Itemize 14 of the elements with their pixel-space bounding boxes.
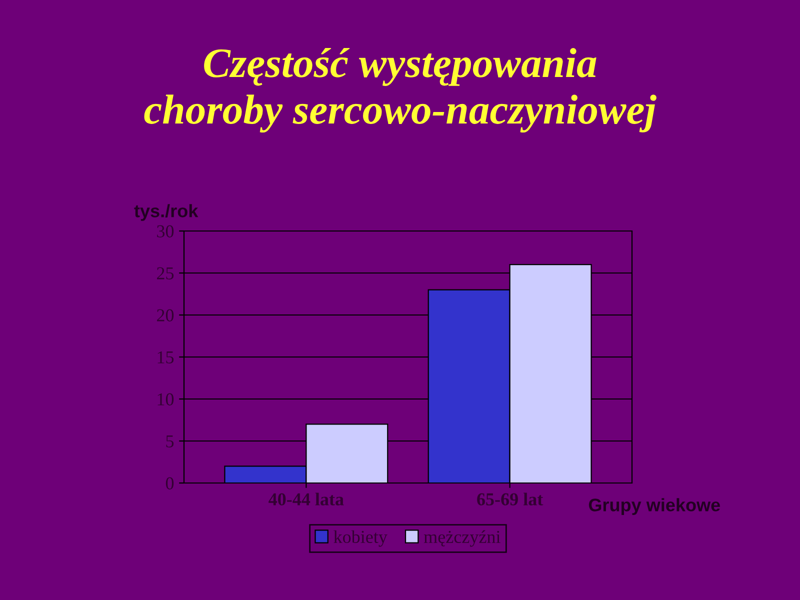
legend-label: mężczyźni (424, 530, 500, 547)
y-tick-label: 30 (157, 225, 174, 238)
legend-label: kobiety (334, 530, 388, 547)
x-tick-label: 40-44 lata (268, 492, 344, 506)
y-tick-label: 0 (166, 477, 174, 490)
x-tick-label: 65-69 lat (477, 492, 544, 506)
y-tick-label: 20 (157, 309, 174, 322)
x-axis-title: Grupy wiekowe (588, 498, 720, 515)
y-tick-label: 15 (158, 351, 174, 364)
y-tick-label: 5 (166, 435, 174, 448)
y-axis-title: tys./rok (134, 204, 198, 221)
y-tick-label: 25 (157, 267, 174, 280)
y-tick-label: 10 (158, 393, 174, 406)
chart-title: Częstość występowania choroby sercowo-naczyniowej (144, 48, 656, 133)
